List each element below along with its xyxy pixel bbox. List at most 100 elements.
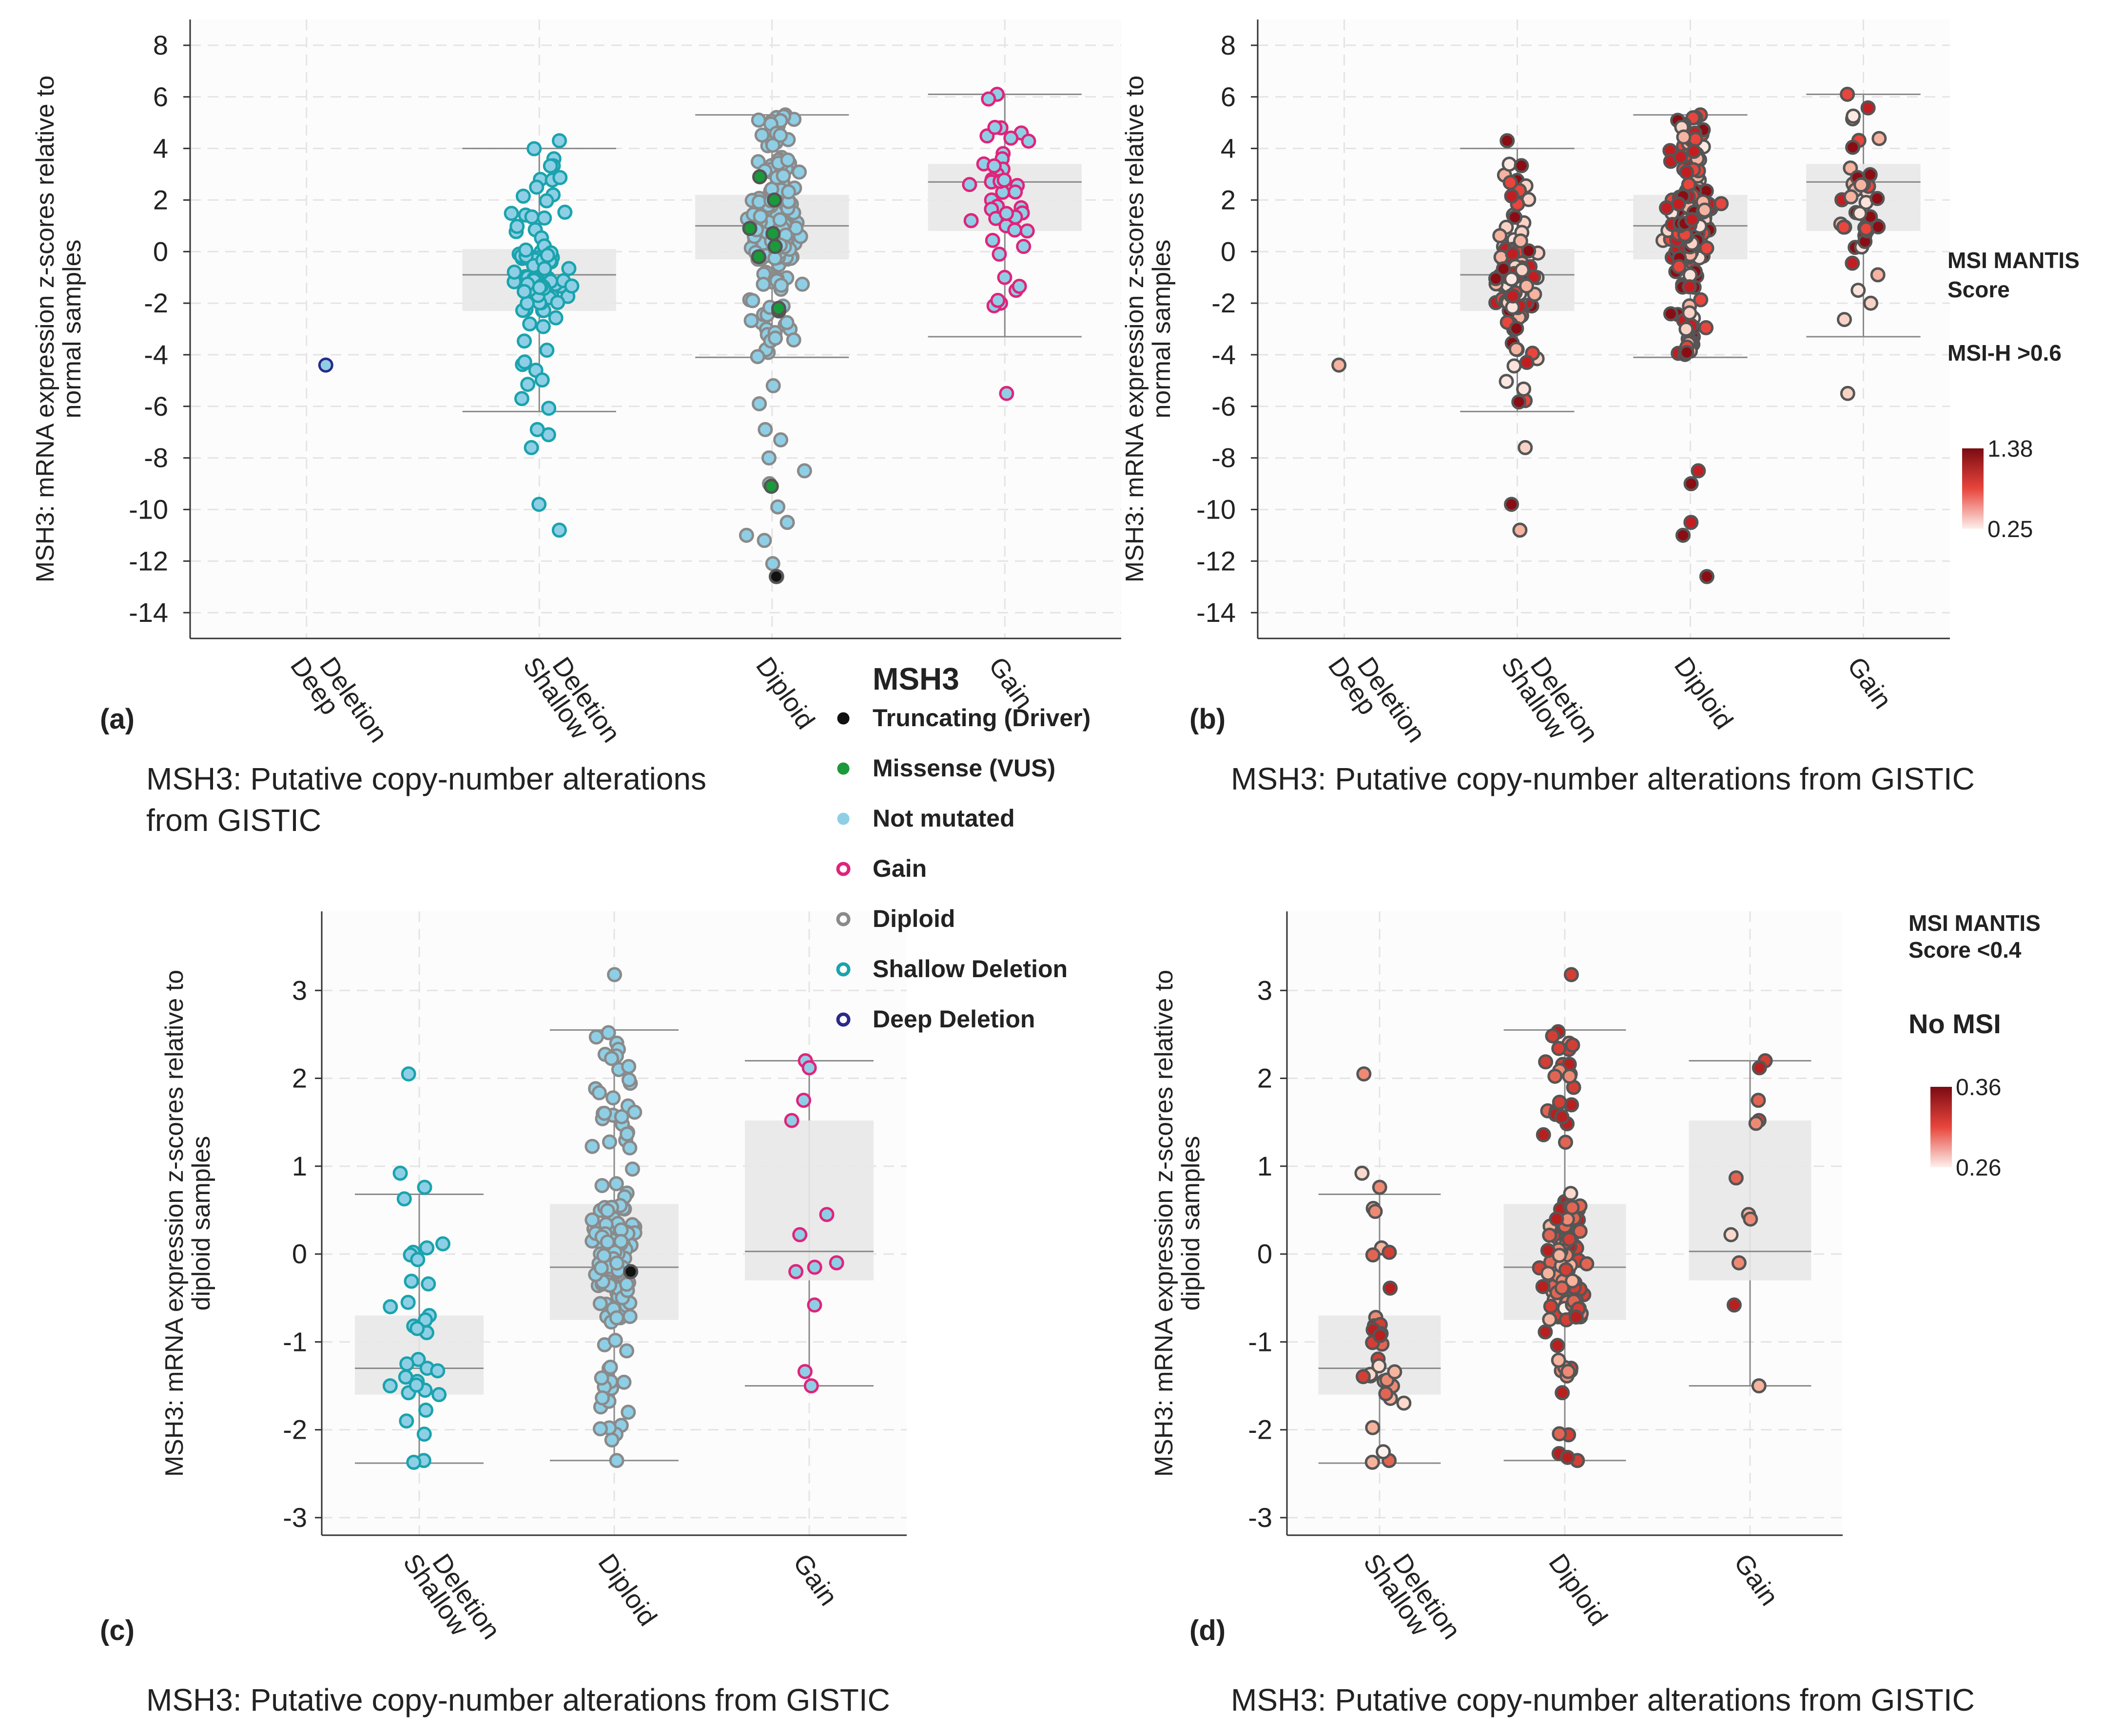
data-point <box>624 1161 640 1177</box>
data-point <box>1516 381 1532 397</box>
data-point <box>1538 1054 1554 1070</box>
data-point <box>1699 240 1714 256</box>
colorbar-min: 0.26 <box>1956 1155 2001 1181</box>
data-point <box>765 556 780 572</box>
data-point <box>1840 386 1855 401</box>
data-point <box>602 1134 617 1150</box>
data-point <box>410 1252 426 1267</box>
data-point <box>517 333 532 349</box>
legend-marker <box>836 1012 851 1027</box>
data-point <box>1509 321 1524 336</box>
data-point <box>772 212 788 228</box>
data-point <box>609 1453 624 1468</box>
y-tick-label: -3 <box>283 1502 307 1533</box>
data-point <box>1518 278 1534 294</box>
data-point <box>1561 1232 1577 1247</box>
data-point <box>1683 515 1699 530</box>
data-point <box>504 206 519 221</box>
data-point <box>619 1343 635 1359</box>
data-point <box>622 1140 638 1156</box>
data-point <box>756 276 771 292</box>
legend-label: Gain <box>873 855 927 882</box>
data-point <box>1552 1426 1567 1442</box>
data-point <box>985 232 1000 248</box>
data-point <box>997 270 1012 285</box>
data-point <box>506 264 522 280</box>
data-point <box>1549 1211 1564 1227</box>
data-point <box>595 1390 610 1406</box>
data-point <box>1675 527 1691 543</box>
legend-label: Shallow Deletion <box>873 955 1068 983</box>
data-point <box>1538 1324 1553 1340</box>
y-tick-label: -3 <box>1248 1502 1272 1533</box>
data-point <box>773 432 789 448</box>
y-tick-label: 2 <box>153 184 168 215</box>
y-axis-label: MSH3: mRNA expression z-scores relative … <box>1150 970 1178 1477</box>
data-point <box>781 184 797 200</box>
data-point <box>535 319 551 334</box>
data-point <box>1678 321 1694 337</box>
data-point <box>1542 1228 1557 1243</box>
data-point <box>1568 1309 1584 1325</box>
y-axis-label: diploid samples <box>187 1136 215 1311</box>
data-point <box>1558 1262 1574 1277</box>
data-point <box>1547 1068 1563 1084</box>
data-point <box>531 497 547 512</box>
legend-label: Not mutated <box>873 805 1015 832</box>
data-point <box>601 1025 616 1041</box>
colorbar <box>1962 448 1984 529</box>
data-point <box>745 293 760 309</box>
data-point <box>607 1332 623 1348</box>
msi-status: No MSI <box>1908 1008 2001 1039</box>
y-tick-label: 4 <box>1221 133 1236 164</box>
data-point <box>552 133 567 149</box>
data-point <box>417 1179 432 1195</box>
y-tick-label: 8 <box>1221 30 1236 60</box>
data-point <box>619 1126 635 1142</box>
data-point <box>1502 175 1518 191</box>
data-point <box>1563 1186 1578 1201</box>
data-point <box>416 1427 432 1442</box>
data-point <box>992 247 1007 262</box>
data-point <box>594 1178 610 1194</box>
data-point <box>1731 1255 1747 1271</box>
data-point <box>622 1309 638 1324</box>
data-point <box>776 168 791 184</box>
msi-score-title: Score <0.4 <box>1908 937 2022 963</box>
data-point <box>400 1294 416 1310</box>
colorbar <box>1930 1087 1952 1167</box>
data-point <box>537 261 552 276</box>
data-point <box>1565 1273 1580 1289</box>
data-point <box>382 1378 398 1394</box>
data-point <box>1511 394 1527 410</box>
y-tick-label: 2 <box>1257 1063 1272 1094</box>
data-point <box>532 280 547 295</box>
data-point <box>529 179 545 195</box>
data-point <box>600 1203 615 1218</box>
data-point <box>1367 1204 1383 1219</box>
data-point <box>539 193 554 209</box>
data-point <box>1506 358 1522 374</box>
x-tick-label: Diploid <box>1543 1548 1613 1631</box>
y-tick-label: -6 <box>144 391 168 422</box>
data-point <box>1499 133 1515 149</box>
legend-label: Truncating (Driver) <box>873 704 1090 732</box>
data-point <box>792 1227 808 1242</box>
data-point <box>543 158 558 174</box>
data-point <box>1542 1312 1557 1327</box>
y-tick-label: -10 <box>1196 494 1236 524</box>
data-point <box>604 1051 620 1066</box>
data-point <box>1504 271 1519 287</box>
data-point <box>797 463 812 479</box>
data-point <box>773 128 788 143</box>
data-point <box>1671 196 1686 212</box>
data-point <box>1691 463 1706 479</box>
data-point <box>592 1421 608 1437</box>
data-point <box>742 221 758 236</box>
data-point <box>758 422 773 437</box>
data-point <box>1496 261 1511 277</box>
data-point <box>607 967 623 983</box>
data-point <box>999 386 1014 401</box>
data-point <box>986 158 1002 174</box>
data-point <box>752 396 767 411</box>
